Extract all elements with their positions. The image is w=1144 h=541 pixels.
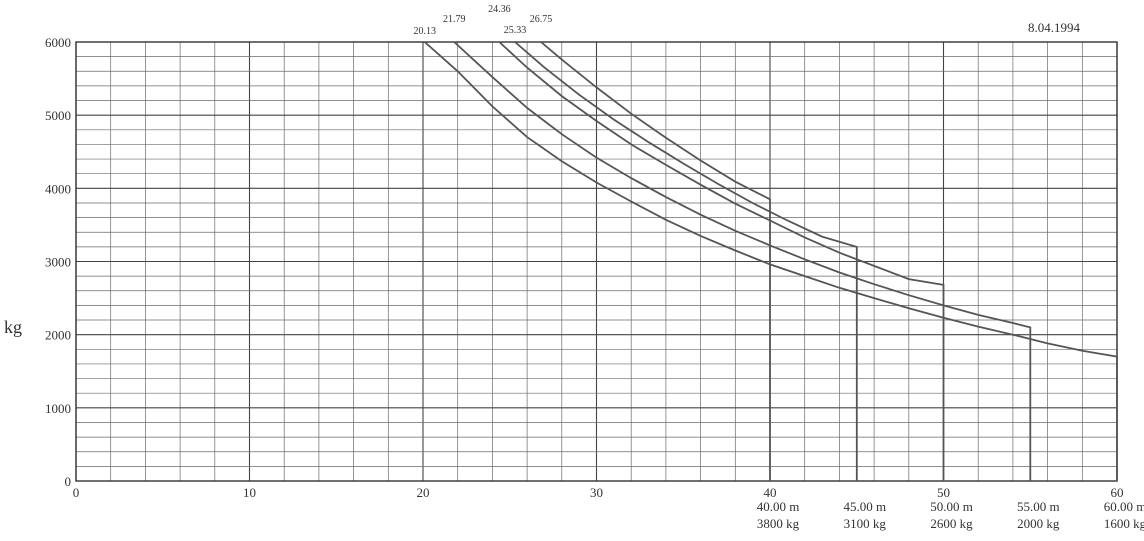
x-tick-label: 10 <box>243 485 256 500</box>
plot-frame <box>75 41 1118 482</box>
y-tick-label: 0 <box>65 474 72 489</box>
curve-end-load-label: 2600 kg <box>930 516 973 531</box>
curve-end-length-label: 50.00 m <box>930 499 973 514</box>
curve-end-length-label: 45.00 m <box>843 499 886 514</box>
curve-end-load-label: 3100 kg <box>844 516 887 531</box>
load-curve-3 <box>498 41 945 481</box>
curve-start-label: 24.36 <box>488 4 511 15</box>
x-tick-label: 50 <box>937 485 950 500</box>
y-axis-label: kg <box>4 317 22 337</box>
y-tick-label: 3000 <box>45 255 71 270</box>
x-tick-label: 0 <box>73 485 80 500</box>
curve-start-label: 21.79 <box>443 14 466 25</box>
x-tick-label: 40 <box>764 485 777 500</box>
curve-end-length-label: 60.00 m <box>1104 499 1144 514</box>
y-tick-label: 4000 <box>45 181 71 196</box>
y-tick-label: 6000 <box>45 35 71 50</box>
curve-start-label: 26.75 <box>530 14 553 25</box>
y-tick-label: 1000 <box>45 401 71 416</box>
curve-end-load-label: 3800 kg <box>757 516 800 531</box>
curve-end-length-label: 40.00 m <box>757 499 800 514</box>
curve-end-load-label: 1600 kg <box>1104 516 1144 531</box>
date-label: 8.04.1994 <box>1028 20 1080 35</box>
x-tick-label: 60 <box>1111 485 1124 500</box>
curve-start-label: 25.33 <box>504 25 527 36</box>
load-curve-5 <box>540 41 771 481</box>
curve-start-label: 20.13 <box>413 26 436 37</box>
load-curve-4 <box>514 41 858 481</box>
x-tick-label: 20 <box>417 485 430 500</box>
y-tick-label: 5000 <box>45 108 71 123</box>
curve-end-load-label: 2000 kg <box>1017 516 1060 531</box>
y-tick-label: 2000 <box>45 328 71 343</box>
curve-end-length-label: 55.00 m <box>1017 499 1060 514</box>
x-tick-label: 30 <box>590 485 603 500</box>
